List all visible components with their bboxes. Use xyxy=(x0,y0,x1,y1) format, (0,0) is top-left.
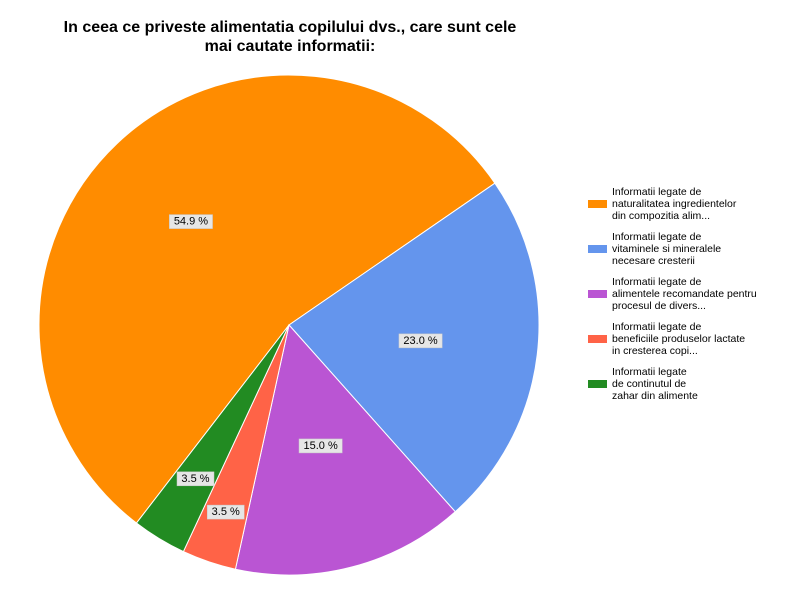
legend-label-line: Informatii legate de xyxy=(612,276,702,288)
legend: Informatii legate de naturalitatea ingre… xyxy=(588,186,788,411)
legend-swatch xyxy=(588,380,607,388)
chart-title-line-2: mai cautate informatii: xyxy=(204,38,376,55)
pie-slice xyxy=(135,324,290,553)
legend-swatch xyxy=(588,200,607,208)
data-label: 15.0 % xyxy=(298,438,343,454)
legend-label-line: zahar din alimente xyxy=(612,390,698,402)
chart-title-line-1: In ceea ce priveste alimentatia copilulu… xyxy=(63,19,517,36)
legend-label-line: din compozitia alim... xyxy=(612,210,711,222)
legend-label-line: vitaminele si mineralele xyxy=(612,243,722,255)
legend-label-line: Informatii legate de xyxy=(612,231,702,243)
legend-label-line: Informatii legate de xyxy=(612,186,702,198)
data-label-text: 23.0 % xyxy=(403,335,437,347)
data-label-text: 3.5 % xyxy=(181,473,209,485)
legend-label-line: naturalitatea ingredientelor xyxy=(612,198,737,210)
data-label-box xyxy=(298,438,343,454)
legend-label-line: alimentele recomandate pentru xyxy=(612,288,757,300)
data-label-box xyxy=(206,504,245,520)
legend-item: Informatii legate de beneficiile produse… xyxy=(588,321,788,366)
legend-item: Informatii legate de alimentele recomand… xyxy=(588,276,788,321)
legend-label: Informatii legate de alimentele recomand… xyxy=(612,276,788,312)
data-label-text: 15.0 % xyxy=(303,440,337,452)
data-label-text: 3.5 % xyxy=(212,506,240,518)
legend-label: Informatii legate de beneficiile produse… xyxy=(612,321,788,357)
legend-label-line: necesare cresterii xyxy=(612,255,695,267)
legend-label: Informatii legate de continutul de zahar… xyxy=(612,366,788,402)
legend-label: Informatii legate de vitaminele si miner… xyxy=(612,231,788,267)
legend-label-line: procesul de divers... xyxy=(612,300,706,312)
data-label: 54.9 % xyxy=(169,214,213,229)
legend-swatch xyxy=(588,290,607,298)
legend-label: Informatii legate de naturalitatea ingre… xyxy=(612,186,788,222)
data-label-box xyxy=(398,333,443,349)
data-label: 3.5 % xyxy=(206,504,245,520)
legend-label-line: Informatii legate de xyxy=(612,321,702,333)
legend-item: Informatii legate de vitaminele si miner… xyxy=(588,231,788,276)
data-label: 3.5 % xyxy=(176,471,215,487)
legend-swatch xyxy=(588,245,607,253)
data-label-box xyxy=(169,214,213,229)
pie-slice xyxy=(234,323,456,576)
legend-label-line: de continutul de xyxy=(612,378,687,390)
chart-title: In ceea ce priveste alimentatia copilulu… xyxy=(30,18,550,56)
legend-label-line: Informatii legate xyxy=(612,366,687,378)
legend-label-line: beneficiile produselor lactate xyxy=(612,333,746,345)
data-label-box xyxy=(176,471,215,487)
legend-label-line: in cresterea copi... xyxy=(612,345,698,357)
legend-swatch xyxy=(588,335,607,343)
data-label-text: 54.9 % xyxy=(174,216,208,228)
legend-item: Informatii legate de continutul de zahar… xyxy=(588,366,788,411)
legend-item: Informatii legate de naturalitatea ingre… xyxy=(588,186,788,231)
pie-slice xyxy=(38,74,496,524)
data-label: 23.0 % xyxy=(398,333,443,349)
